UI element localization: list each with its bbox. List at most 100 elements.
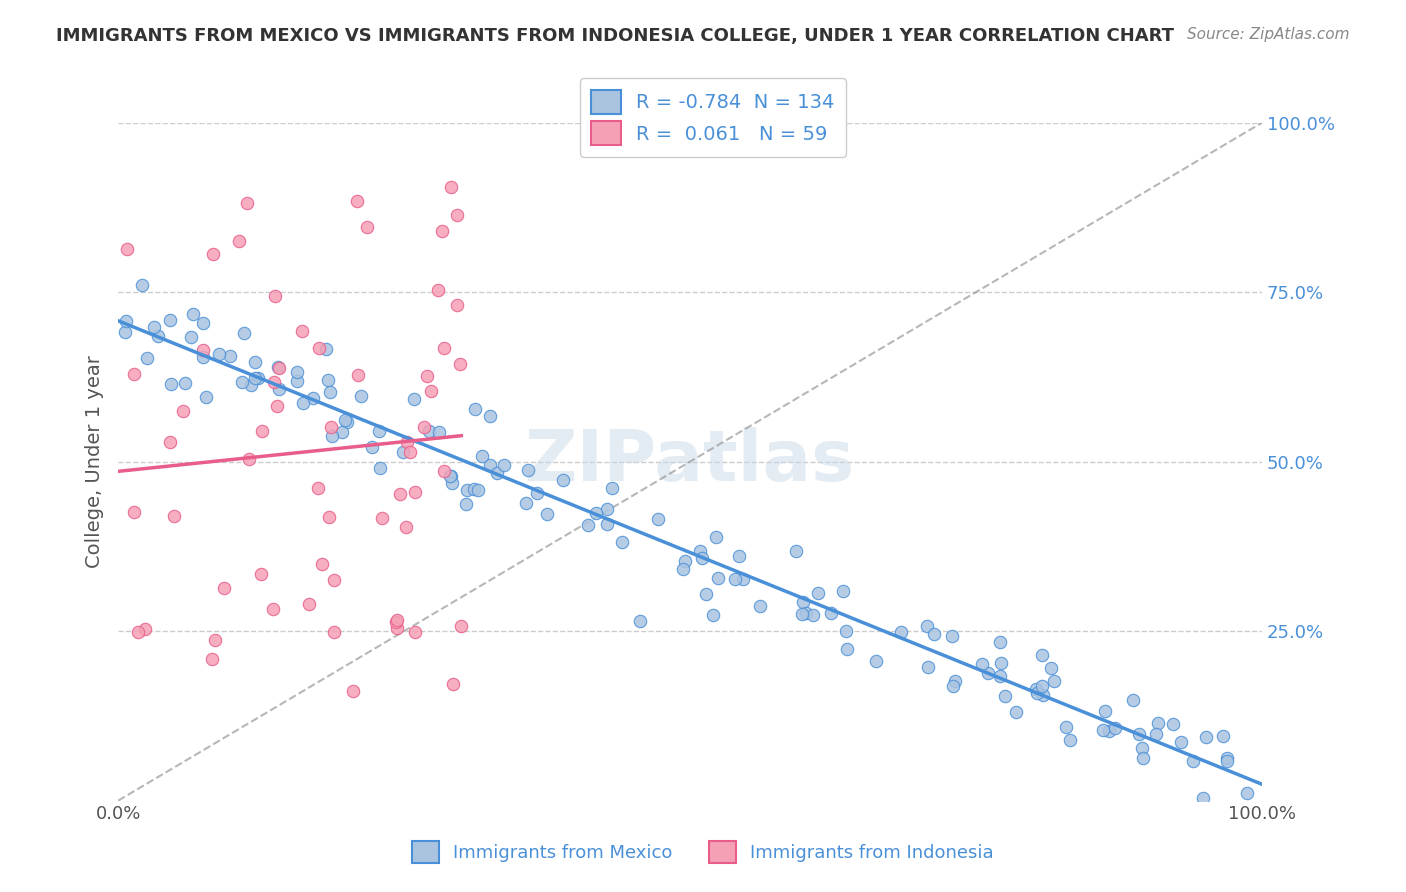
Point: [479, 458, 502, 472]
Point: [323, 624, 346, 639]
Point: [917, 659, 939, 673]
Y-axis label: College, Under 1 year: College, Under 1 year: [86, 355, 104, 568]
Point: [238, 452, 260, 467]
Point: [1039, 661, 1062, 675]
Point: [172, 404, 194, 418]
Point: [308, 341, 330, 355]
Point: [1059, 733, 1081, 747]
Point: [890, 625, 912, 640]
Point: [485, 466, 508, 480]
Point: [115, 242, 138, 256]
Point: [1032, 688, 1054, 702]
Point: [585, 506, 607, 520]
Point: [267, 361, 290, 376]
Point: [367, 424, 389, 438]
Point: [441, 677, 464, 691]
Point: [315, 343, 337, 357]
Point: [267, 359, 290, 374]
Point: [595, 501, 617, 516]
Point: [243, 354, 266, 368]
Point: [728, 549, 751, 564]
Point: [785, 544, 807, 558]
Point: [439, 469, 461, 483]
Point: [994, 690, 1017, 704]
Point: [446, 208, 468, 222]
Point: [392, 444, 415, 458]
Point: [1122, 692, 1144, 706]
Point: [245, 371, 267, 385]
Point: [231, 375, 253, 389]
Point: [228, 235, 250, 249]
Point: [250, 424, 273, 438]
Point: [1194, 730, 1216, 744]
Text: IMMIGRANTS FROM MEXICO VS IMMIGRANTS FROM INDONESIA COLLEGE, UNDER 1 YEAR CORREL: IMMIGRANTS FROM MEXICO VS IMMIGRANTS FRO…: [56, 27, 1174, 45]
Point: [440, 180, 463, 194]
Point: [801, 607, 824, 622]
Point: [456, 498, 478, 512]
Point: [835, 624, 858, 639]
Point: [945, 674, 967, 689]
Point: [990, 657, 1012, 671]
Point: [479, 409, 502, 424]
Point: [163, 508, 186, 523]
Point: [1128, 727, 1150, 741]
Point: [143, 319, 166, 334]
Point: [214, 581, 236, 595]
Point: [371, 511, 394, 525]
Point: [311, 557, 333, 571]
Point: [159, 313, 181, 327]
Point: [1181, 754, 1204, 768]
Point: [412, 420, 434, 434]
Point: [389, 487, 412, 501]
Point: [298, 597, 321, 611]
Point: [204, 632, 226, 647]
Point: [318, 385, 340, 400]
Point: [233, 326, 256, 340]
Point: [202, 247, 225, 261]
Point: [427, 283, 450, 297]
Point: [180, 329, 202, 343]
Point: [131, 278, 153, 293]
Point: [398, 444, 420, 458]
Point: [350, 389, 373, 403]
Point: [450, 619, 472, 633]
Point: [181, 307, 204, 321]
Point: [794, 606, 817, 620]
Point: [136, 351, 159, 365]
Point: [127, 624, 149, 639]
Point: [1216, 751, 1239, 765]
Point: [689, 543, 711, 558]
Point: [820, 607, 842, 621]
Point: [396, 434, 419, 449]
Point: [395, 520, 418, 534]
Point: [346, 194, 368, 208]
Point: [1161, 717, 1184, 731]
Point: [440, 469, 463, 483]
Point: [269, 382, 291, 396]
Point: [733, 572, 755, 586]
Point: [1236, 786, 1258, 800]
Point: [576, 517, 599, 532]
Point: [551, 473, 574, 487]
Point: [1212, 729, 1234, 743]
Point: [988, 668, 1011, 682]
Point: [467, 483, 489, 498]
Point: [266, 399, 288, 413]
Point: [673, 554, 696, 568]
Point: [404, 484, 426, 499]
Point: [433, 342, 456, 356]
Point: [1098, 723, 1121, 738]
Point: [262, 602, 284, 616]
Point: [831, 584, 853, 599]
Point: [239, 378, 262, 392]
Point: [1031, 648, 1053, 662]
Point: [517, 463, 540, 477]
Point: [463, 482, 485, 496]
Legend: Immigrants from Mexico, Immigrants from Indonesia: Immigrants from Mexico, Immigrants from …: [401, 830, 1005, 874]
Point: [191, 343, 214, 358]
Point: [385, 615, 408, 629]
Point: [419, 384, 441, 398]
Point: [291, 325, 314, 339]
Point: [307, 481, 329, 495]
Point: [704, 530, 727, 544]
